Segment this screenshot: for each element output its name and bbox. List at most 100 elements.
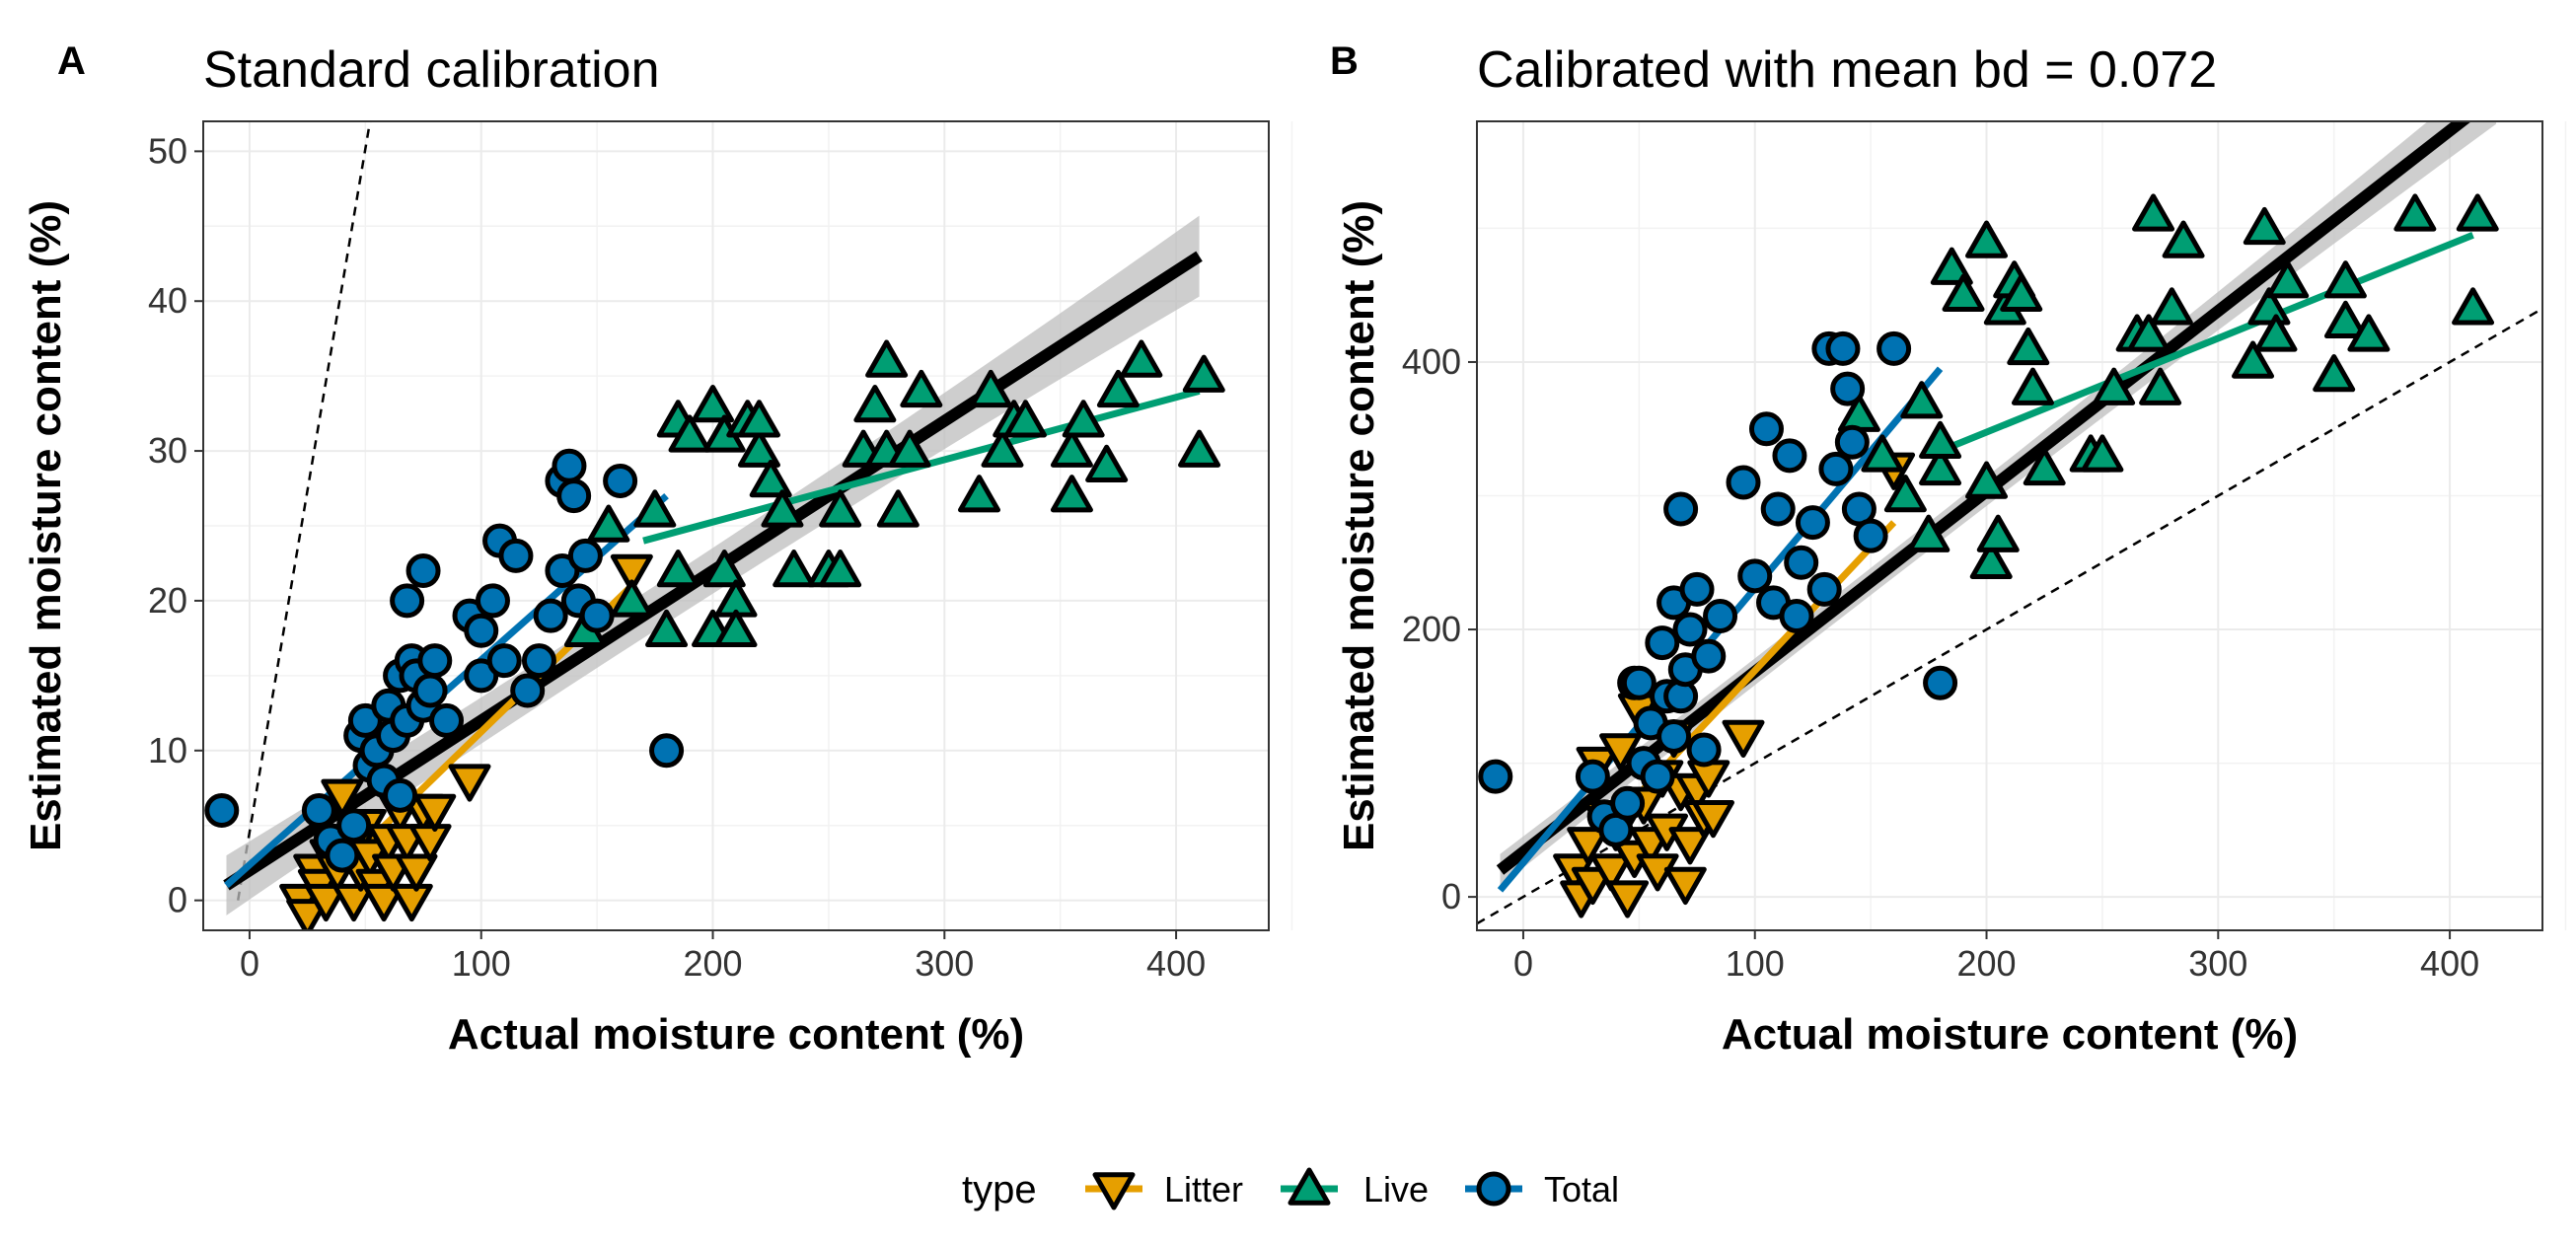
data-point-total xyxy=(533,598,568,633)
data-point-total xyxy=(1640,759,1675,794)
data-point-total xyxy=(464,613,499,648)
data-point-total xyxy=(1737,558,1773,594)
x-axis-title: Actual moisture content (%) xyxy=(448,1010,1024,1059)
data-point-total xyxy=(204,793,240,829)
data-point-live xyxy=(2232,340,2275,379)
panel-title: Standard calibration xyxy=(203,41,660,99)
data-point-total xyxy=(486,643,522,679)
data-point-live xyxy=(2139,367,2182,405)
y-tick-label: 20 xyxy=(148,580,187,621)
data-point-total xyxy=(405,553,441,589)
panel-border xyxy=(202,120,1270,931)
data-point-live xyxy=(2023,447,2066,486)
fit-line-live xyxy=(1927,231,2474,460)
data-point-live xyxy=(1965,461,2009,499)
data-point-total xyxy=(336,808,372,844)
legend: type Litter Live Total xyxy=(962,1167,1619,1211)
data-point-total xyxy=(1779,598,1814,633)
x-tick-label: 200 xyxy=(1956,943,2016,984)
data-point-total xyxy=(301,793,336,829)
data-point-live xyxy=(888,429,931,468)
series-live xyxy=(1837,193,2499,580)
data-point-live xyxy=(2254,314,2298,352)
data-point-total xyxy=(383,777,418,813)
data-point-litter xyxy=(362,883,405,922)
x-tick-label: 200 xyxy=(683,943,742,984)
legend-label-total: Total xyxy=(1544,1169,1619,1210)
data-point-live xyxy=(1919,420,1962,460)
data-point-live xyxy=(958,475,1001,513)
data-point-live xyxy=(2150,287,2193,326)
data-point-total xyxy=(475,583,510,619)
data-point-live xyxy=(2456,193,2499,232)
y-tick-label: 30 xyxy=(148,430,187,471)
triangle-up-icon xyxy=(1288,1167,1331,1206)
data-point-live xyxy=(2347,314,2391,352)
data-point-total xyxy=(649,733,685,769)
data-point-total xyxy=(1795,505,1830,541)
data-point-total xyxy=(325,838,360,873)
data-point-live xyxy=(1942,273,1985,312)
data-point-litter xyxy=(413,793,457,833)
data-point-live xyxy=(749,459,792,498)
data-point-litter xyxy=(1722,719,1765,758)
data-point-total xyxy=(1686,732,1722,768)
data-point-litter xyxy=(390,883,433,922)
data-point-live xyxy=(853,385,897,423)
data-point-total xyxy=(1703,598,1738,633)
data-point-live xyxy=(1919,447,1962,486)
y-tick-label: 10 xyxy=(148,730,187,770)
data-point-litter xyxy=(1663,866,1707,906)
data-point-live xyxy=(1062,400,1105,438)
panel-letter: B xyxy=(1330,39,1359,83)
data-point-litter xyxy=(304,883,347,922)
data-point-live xyxy=(1050,475,1093,513)
plot-area xyxy=(204,121,1225,930)
data-point-live xyxy=(645,609,689,648)
data-point-live xyxy=(1883,475,1927,513)
panel-border xyxy=(1476,120,2543,931)
data-point-litter xyxy=(395,853,438,892)
data-point-total xyxy=(603,463,638,498)
data-point-total xyxy=(429,702,465,738)
plot-area xyxy=(1477,121,2542,925)
data-point-total xyxy=(1575,759,1610,794)
reference-line xyxy=(236,121,372,901)
data-point-live xyxy=(1907,514,1950,552)
data-point-live xyxy=(610,579,653,618)
data-point-live xyxy=(2313,354,2356,393)
data-point-total xyxy=(1679,571,1715,607)
data-point-live xyxy=(1182,354,1225,393)
data-point-total xyxy=(1877,330,1912,366)
data-point-live xyxy=(1969,541,2013,580)
data-point-litter xyxy=(1691,800,1734,839)
data-point-litter xyxy=(1589,853,1633,892)
y-tick-label: 40 xyxy=(148,280,187,321)
legend-title: type xyxy=(962,1168,1037,1211)
data-point-total xyxy=(1830,371,1866,406)
data-point-live xyxy=(819,489,862,528)
x-tick-label: 400 xyxy=(1146,943,1206,984)
data-point-live xyxy=(1976,514,2020,552)
data-point-live xyxy=(737,400,780,438)
data-point-total xyxy=(1726,465,1761,500)
axes: 0 100 200 300 400 0 200 400 xyxy=(1402,341,2479,984)
data-point-live xyxy=(2162,220,2205,258)
data-point-total xyxy=(1672,612,1708,647)
data-point-live xyxy=(1050,429,1093,468)
data-point-litter xyxy=(448,764,491,802)
data-point-total xyxy=(1663,491,1699,527)
data-point-live xyxy=(900,369,943,408)
data-point-live xyxy=(1900,381,1944,419)
data-point-total xyxy=(1853,518,1888,553)
data-point-live xyxy=(2011,367,2054,405)
data-point-total xyxy=(579,598,615,633)
legend-key-total xyxy=(1465,1171,1522,1207)
data-point-live xyxy=(819,550,862,588)
x-tick-label: 0 xyxy=(1513,943,1533,984)
legend-key-litter xyxy=(1085,1172,1142,1210)
data-point-litter xyxy=(1606,880,1650,918)
data-point-live xyxy=(656,550,699,588)
data-point-total xyxy=(567,538,603,573)
